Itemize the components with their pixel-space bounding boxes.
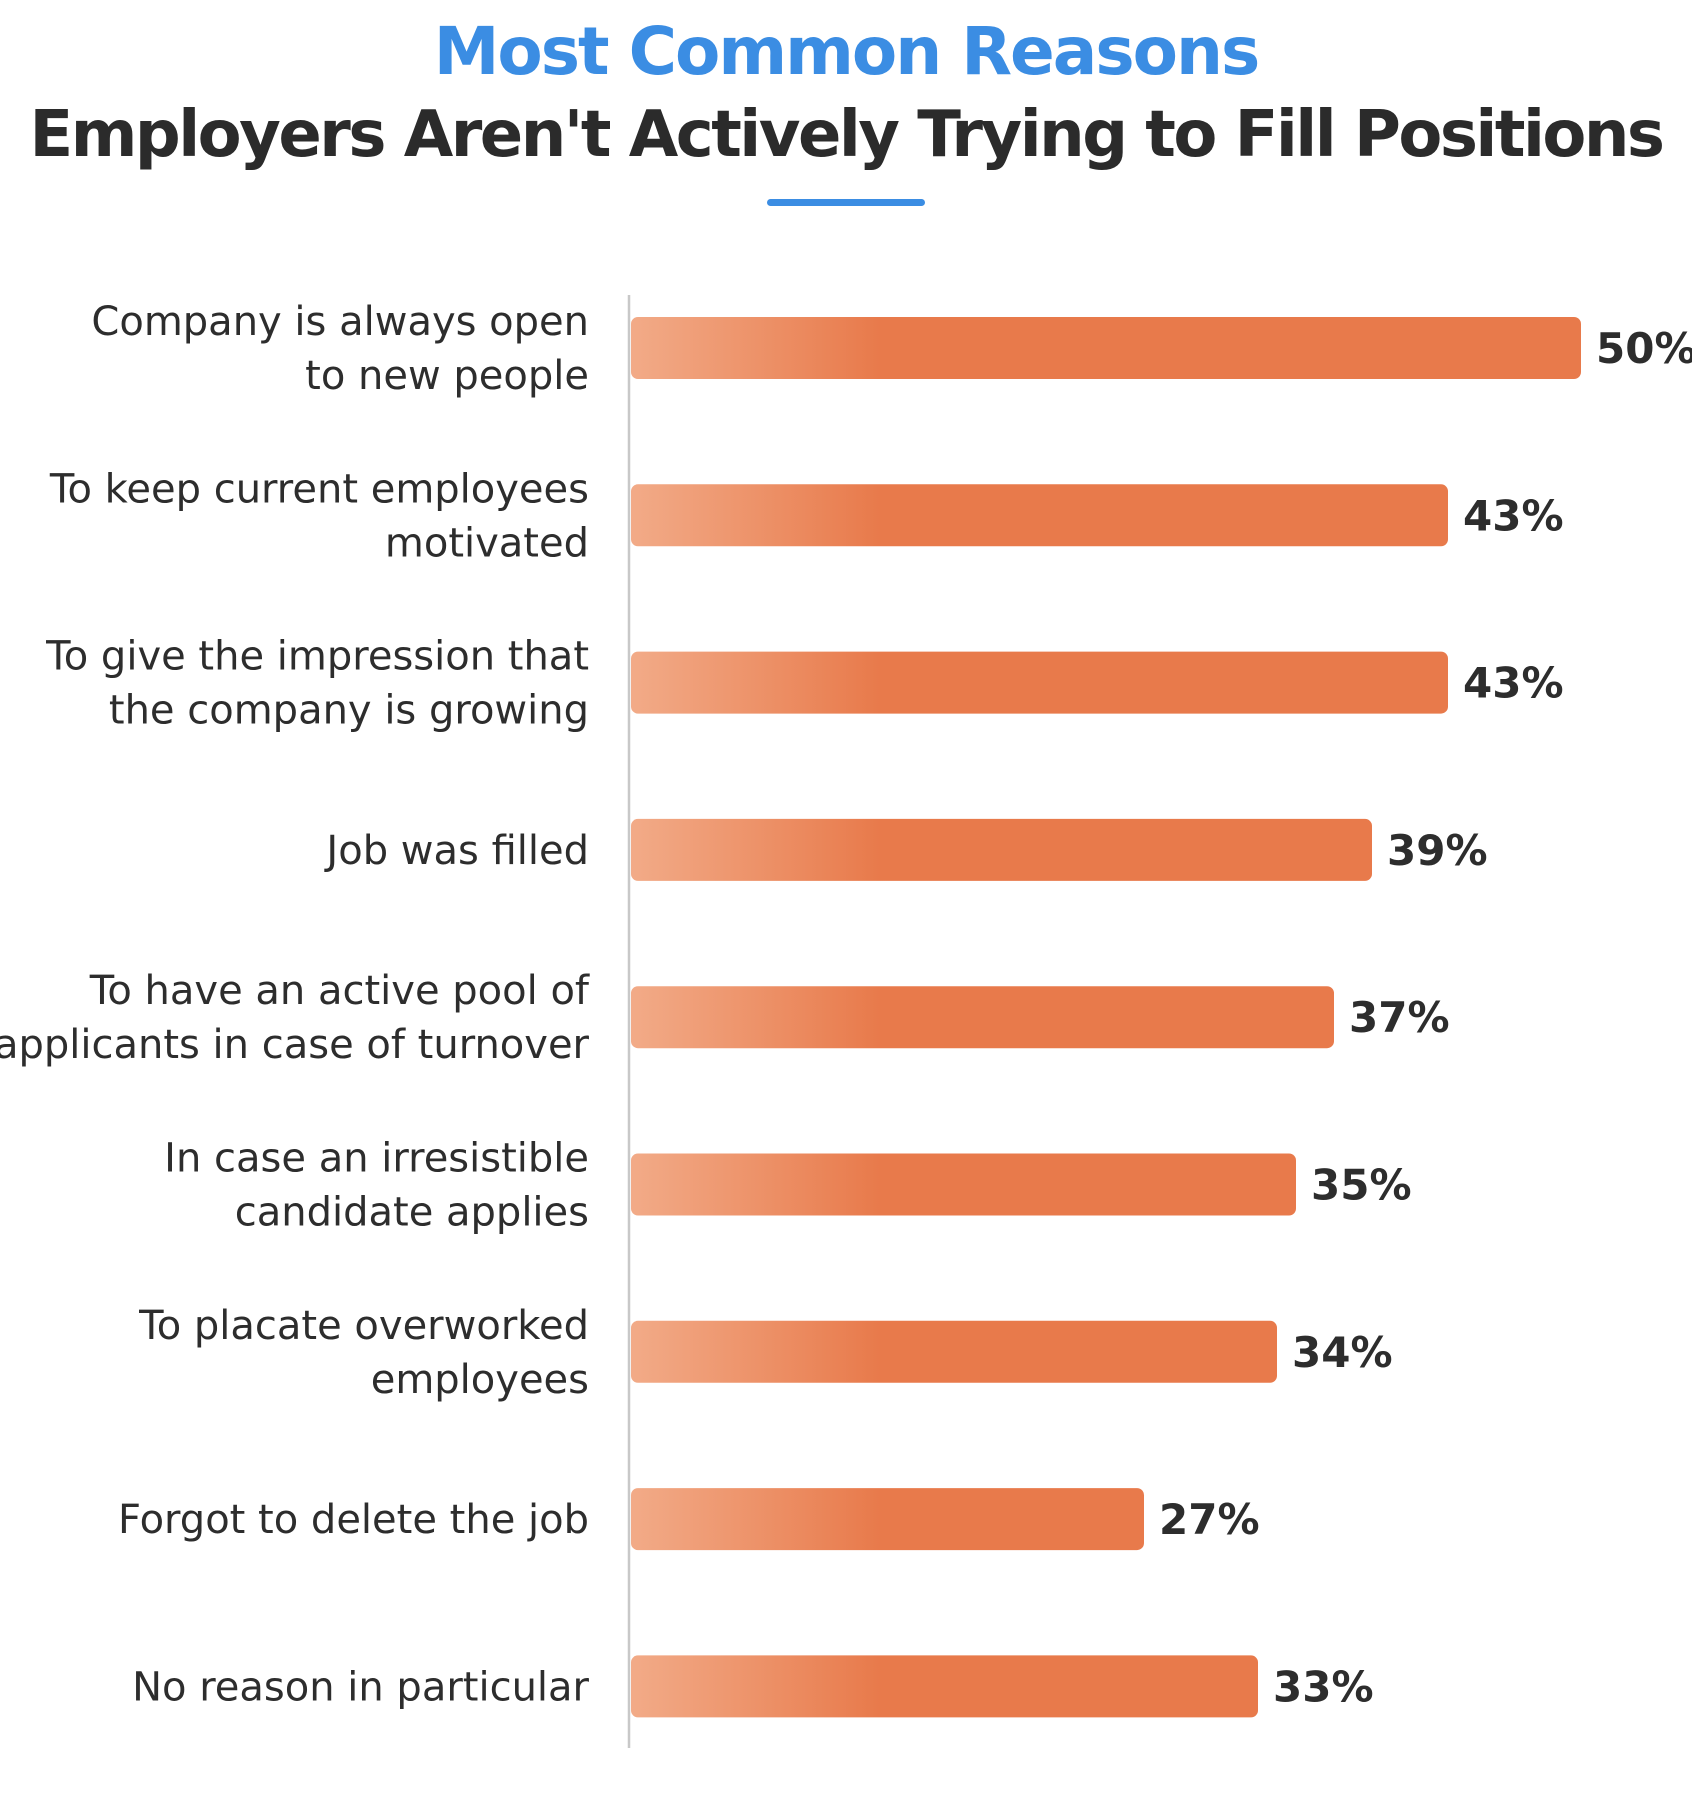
bar-value-label: 50%: [1596, 324, 1692, 373]
bar: [631, 317, 1581, 379]
bar: [631, 484, 1448, 547]
title-underline: [767, 199, 925, 206]
category-label: To keep current employees motivated: [49, 466, 589, 566]
bar: [631, 1488, 1144, 1551]
bar-value-label: 43%: [1463, 491, 1564, 540]
bar: [631, 1655, 1258, 1718]
bar: [631, 986, 1334, 1049]
bar: [631, 1320, 1277, 1383]
bar: [631, 818, 1372, 881]
bar-value-label: 27%: [1159, 1495, 1260, 1544]
bar-value-label: 33%: [1273, 1662, 1374, 1711]
bar-value-label: 34%: [1292, 1328, 1393, 1377]
category-label: To give the impression that the company i…: [45, 634, 589, 734]
category-label: Job was filled: [323, 828, 589, 874]
chart-title: Most Common Reasons: [434, 13, 1258, 90]
category-label: To placate overworked employees: [138, 1303, 589, 1403]
category-label: Forgot to delete the job: [118, 1497, 589, 1543]
category-label: To have an active pool of applicants in c…: [0, 968, 590, 1068]
bar: [631, 651, 1448, 714]
bar-value-label: 43%: [1463, 659, 1564, 708]
category-label: Company is always open to new people: [91, 299, 589, 399]
category-label: No reason in particular: [132, 1664, 589, 1710]
chart-subtitle: Employers Aren't Actively Trying to Fill…: [30, 98, 1663, 172]
category-label: In case an irresistible candidate applies: [164, 1136, 589, 1236]
bar-value-label: 37%: [1349, 993, 1450, 1042]
bar-value-label: 35%: [1311, 1161, 1412, 1210]
bar: [631, 1153, 1296, 1216]
bar-value-label: 39%: [1387, 826, 1488, 875]
